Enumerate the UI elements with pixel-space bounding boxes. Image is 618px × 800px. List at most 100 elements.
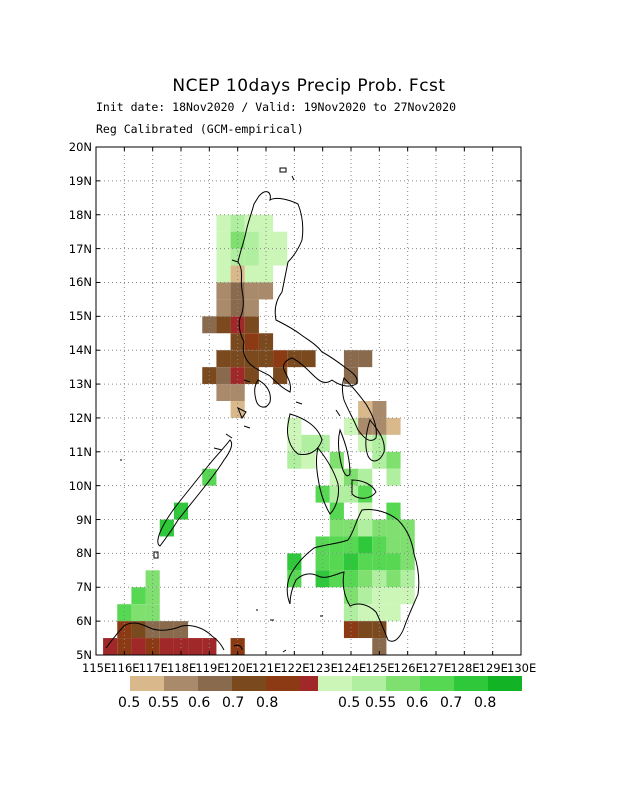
prob-cell-wet (258, 231, 274, 249)
prob-cell-wet (329, 570, 344, 588)
init-date-line: Init date: 18Nov2020 / Valid: 19Nov2020 … (96, 100, 457, 114)
prob-cell-dry (216, 367, 231, 385)
prob-cell-wet (358, 434, 373, 452)
legend-swatch (386, 676, 420, 691)
prob-cell-wet (287, 451, 302, 469)
prob-cell-wet (372, 604, 387, 622)
prob-cell-wet (273, 231, 288, 249)
prob-cell-wet (244, 265, 259, 283)
prob-cell-wet (386, 587, 401, 605)
wet-legend-label-1: 0.55 (365, 695, 397, 711)
prob-cell-dry (273, 367, 288, 385)
prob-cell-wet (343, 553, 359, 571)
prob-cell-wet (216, 214, 231, 232)
prob-cell-wet (145, 570, 160, 588)
prob-cell-wet (358, 468, 373, 486)
y-axis-label: 5N (76, 648, 92, 662)
coast-sulu-islands (233, 609, 323, 653)
prob-cell-dry (145, 621, 160, 639)
prob-cell-dry (159, 638, 174, 655)
coast-samar (342, 377, 377, 441)
prob-cell-wet (216, 231, 231, 249)
prob-cell-wet (343, 468, 359, 486)
wet-legend-label-3: 0.7 (440, 695, 463, 711)
prob-cell-dry (216, 316, 231, 334)
prob-cell-wet (386, 451, 401, 469)
legend-swatch (352, 676, 386, 691)
prob-cell-wet (329, 485, 344, 503)
x-axis-label: 117E (138, 661, 168, 675)
prob-cell-dry (372, 401, 387, 418)
prob-cell-wet (329, 536, 344, 554)
legend-swatch (130, 676, 164, 691)
x-axis-label: 122E (280, 661, 310, 675)
prob-cell-dry (244, 299, 259, 317)
prob-cell-wet (358, 519, 373, 537)
prob-cell-dry (372, 638, 387, 655)
prob-cell-wet (343, 570, 359, 588)
map-frame (95, 146, 522, 656)
prob-cell-wet (230, 248, 245, 266)
prob-cell-dry (230, 350, 245, 368)
prob-cell-dry (216, 299, 231, 317)
prob-cell-wet (358, 604, 373, 622)
prob-cell-dry (188, 638, 203, 655)
coast-panay (287, 413, 323, 455)
prob-cell-wet (216, 265, 231, 283)
prob-cell-wet (315, 570, 330, 588)
x-axis-label: 118E (167, 661, 197, 675)
prob-cell-wet (315, 536, 330, 554)
legend-swatch (454, 676, 488, 691)
x-axis-label: 129E (478, 661, 508, 675)
prob-cell-wet (244, 248, 259, 266)
prob-cell-wet (315, 553, 330, 571)
prob-cell-wet (358, 570, 373, 588)
y-axis-label: 14N (68, 343, 92, 358)
prob-cell-wet (287, 417, 302, 435)
prob-cell-wet (230, 231, 245, 249)
prob-cell-wet (244, 214, 259, 232)
prob-cell-wet (372, 451, 387, 469)
dry-legend-label-1: 0.55 (148, 695, 180, 711)
prob-cell-dry (372, 621, 387, 639)
y-axis-label: 8N (76, 546, 92, 561)
y-axis-label: 20N (68, 140, 92, 154)
prob-cell-wet (145, 604, 160, 622)
prob-cell-wet (358, 587, 373, 605)
prob-cell-wet (216, 248, 231, 266)
prob-cell-dry (202, 316, 217, 334)
coastlines (105, 167, 420, 653)
legend-swatch (164, 676, 198, 691)
prob-cell-wet (258, 265, 274, 283)
wet-legend-label-2: 0.6 (406, 695, 429, 711)
prob-cell-wet (386, 604, 401, 622)
prob-cell-dry (131, 621, 146, 639)
x-axis-label: 127E (422, 661, 452, 675)
wet-legend-swatches (318, 676, 522, 691)
coast-bohol (351, 479, 377, 499)
y-axis-label: 9N (76, 512, 92, 527)
prob-cell-wet (273, 248, 288, 266)
prob-cell-dry (273, 350, 288, 368)
grid-lines (95, 146, 522, 656)
prob-cell-dry (131, 638, 146, 655)
y-axis-label: 16N (68, 275, 92, 290)
prob-cell-dry (358, 401, 373, 418)
y-axis-label: 12N (68, 410, 92, 425)
prob-cell-wet (258, 248, 274, 266)
y-axis-label: 10N (68, 478, 92, 493)
legend-swatch (266, 676, 300, 691)
wet-legend-label-4: 0.8 (474, 695, 497, 711)
prob-cell-dry (244, 367, 259, 385)
prob-cell-dry (244, 316, 259, 334)
prob-cell-wet (343, 604, 359, 622)
prob-cell-dry (386, 417, 401, 435)
legend-swatch (420, 676, 454, 691)
prob-cell-dry (117, 621, 132, 639)
y-axis-label: 13N (68, 377, 92, 392)
x-axis-label: 116E (110, 661, 140, 675)
prob-cell-wet (386, 553, 401, 571)
prob-cell-dry (230, 316, 245, 334)
prob-cell-dry (358, 621, 373, 639)
prob-cell-wet (329, 502, 344, 520)
